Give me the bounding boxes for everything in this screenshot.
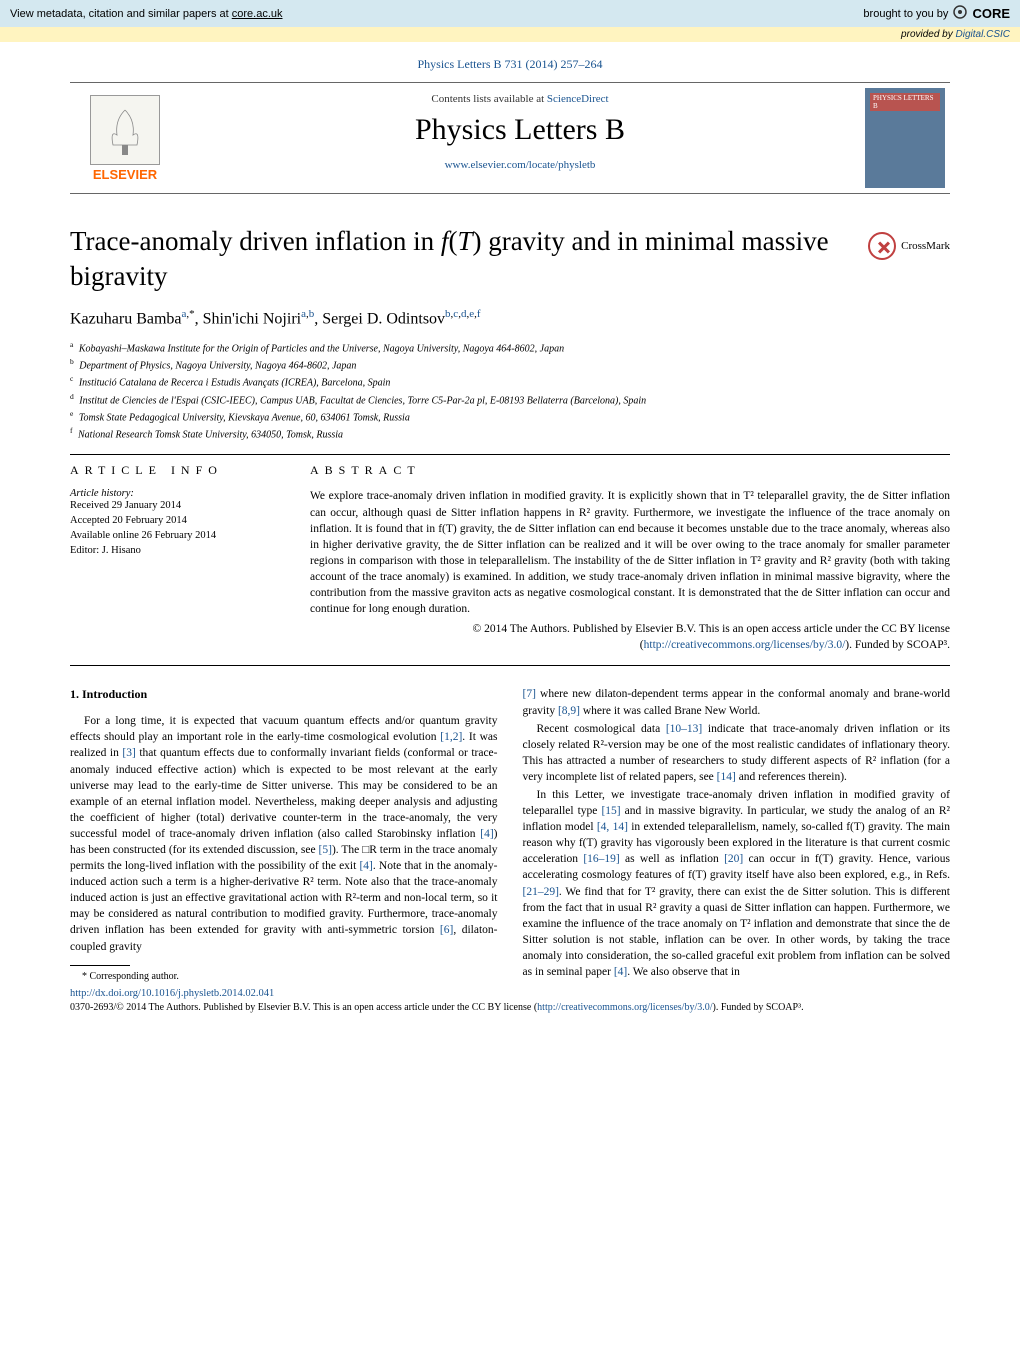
provided-source-link[interactable]: Digital.CSIC [956,29,1010,40]
abstract-copyright: © 2014 The Authors. Published by Elsevie… [310,621,950,653]
footnote-separator [70,965,130,966]
journal-link-row: www.elsevier.com/locate/physletb [190,159,850,171]
abstract-header: ABSTRACT [310,463,950,478]
core-icon [952,4,968,23]
banner-prefix: View metadata, citation and similar pape… [10,8,232,20]
divider-2 [70,665,950,666]
info-header: ARTICLE INFO [70,463,280,478]
affiliation-a: a Kobayashi–Maskawa Institute for the Or… [70,339,950,356]
article-area: Trace-anomaly driven inflation in f(T) g… [70,224,950,984]
body-col-right: [7] where new dilaton-dependent terms ap… [523,686,951,983]
affiliation-d: d Institut de Ciencies de l'Espai (CSIC-… [70,391,950,408]
funded-text: ). Funded by SCOAP³. [845,639,950,651]
license-link[interactable]: http://creativecommons.org/licenses/by/3… [644,639,846,651]
affiliations: a Kobayashi–Maskawa Institute for the Or… [70,339,950,443]
affiliation-b: b Department of Physics, Nagoya Universi… [70,356,950,373]
intro-para-1: For a long time, it is expected that vac… [70,713,498,954]
history-item-2: Available online 26 February 2014 [70,529,280,544]
history-label: Article history: [70,488,280,499]
bottom-copyright: 0370-2693/© 2014 The Authors. Published … [70,1001,950,1014]
authors: Kazuharu Bambaa,*, Shin'ichi Nojiria,b, … [70,308,950,328]
metadata-banner: View metadata, citation and similar pape… [0,0,1020,27]
col2-para-2: Recent cosmological data [10–13] indicat… [523,721,951,785]
journal-cover[interactable]: PHYSICS LETTERS B [865,88,945,188]
journal-url[interactable]: www.elsevier.com/locate/physletb [445,159,596,171]
provided-by-bar: provided by Digital.CSIC [0,27,1020,42]
elsevier-tree-icon [90,95,160,165]
divider-1 [70,454,950,455]
core-link[interactable]: core.ac.uk [232,8,283,20]
col2-para-3: In this Letter, we investigate trace-ano… [523,787,951,980]
sciencedirect-link[interactable]: ScienceDirect [547,93,609,105]
history-item-3: Editor: J. Hisano [70,544,280,559]
title-row: Trace-anomaly driven inflation in f(T) g… [70,224,950,294]
affiliation-f: f National Research Tomsk State Universi… [70,425,950,442]
contents-line: Contents lists available at ScienceDirec… [190,93,850,105]
brought-by: brought to you by [863,8,948,20]
affiliation-c: c Institució Catalana de Recerca i Estud… [70,373,950,390]
affiliation-e: e Tomsk State Pedagogical University, Ki… [70,408,950,425]
core-logo-text: CORE [972,6,1010,21]
abstract-text: We explore trace-anomaly driven inflatio… [310,488,950,617]
doi-link[interactable]: http://dx.doi.org/10.1016/j.physletb.201… [70,988,274,999]
intro-heading: 1. Introduction [70,686,498,703]
provided-prefix: provided by [901,29,955,40]
journal-center: Contents lists available at ScienceDirec… [180,83,860,193]
doi-line: http://dx.doi.org/10.1016/j.physletb.201… [70,988,950,999]
elsevier-logo[interactable]: ELSEVIER [70,83,180,193]
body-columns: 1. Introduction For a long time, it is e… [70,686,950,983]
crossmark-badge[interactable]: CrossMark [868,232,950,260]
journal-header: ELSEVIER Contents lists available at Sci… [70,82,950,194]
article-title: Trace-anomaly driven inflation in f(T) g… [70,224,848,294]
article-info: ARTICLE INFO Article history: Received 2… [70,463,280,653]
corresponding-author-footnote: * Corresponding author. [70,970,498,984]
crossmark-icon [868,232,896,260]
citation-link[interactable]: Physics Letters B 731 (2014) 257–264 [418,57,603,71]
core-brand: brought to you by CORE [863,4,1010,23]
journal-name: Physics Letters B [190,113,850,147]
history-item-0: Received 29 January 2014 [70,499,280,514]
info-abstract-row: ARTICLE INFO Article history: Received 2… [70,463,950,653]
copyright-prefix: © 2014 The Authors. Published by Elsevie… [472,623,950,635]
elsevier-text: ELSEVIER [93,167,157,182]
cover-label: PHYSICS LETTERS B [870,93,940,111]
citation-line: Physics Letters B 731 (2014) 257–264 [0,42,1020,82]
banner-left: View metadata, citation and similar pape… [10,8,283,20]
contents-prefix: Contents lists available at [431,93,546,105]
crossmark-label: CrossMark [901,240,950,252]
history-item-1: Accepted 20 February 2014 [70,514,280,529]
col2-para-1: [7] where new dilaton-dependent terms ap… [523,686,951,718]
abstract-column: ABSTRACT We explore trace-anomaly driven… [310,463,950,653]
body-col-left: 1. Introduction For a long time, it is e… [70,686,498,983]
